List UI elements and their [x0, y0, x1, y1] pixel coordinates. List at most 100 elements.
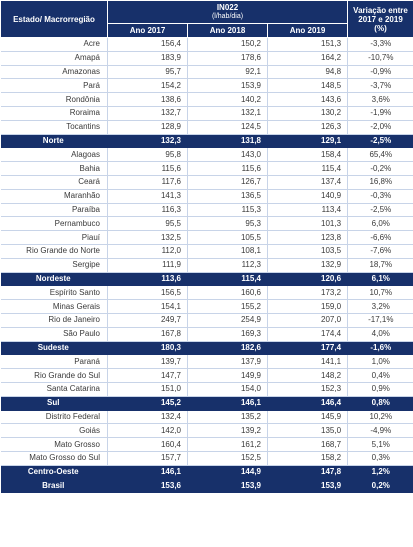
state-name-cell: Sergipe: [0, 258, 108, 273]
value-2017-cell: 157,7: [107, 451, 188, 466]
table-row: Amapá 183,9 178,6 164,2 -10,7%: [0, 51, 413, 66]
value-2017-cell: 180,3: [107, 341, 188, 356]
value-2019-cell: 173,2: [266, 285, 348, 301]
state-name-cell: Norte: [0, 134, 108, 149]
state-name-cell: Mato Grosso do Sul: [0, 451, 108, 466]
variation-cell: -2,5%: [347, 203, 413, 218]
value-2018-cell: 169,3: [187, 327, 268, 342]
table-row: Amazonas 95,7 92,1 94,8 -0,9%: [0, 65, 413, 80]
state-name-cell: Piauí: [0, 230, 108, 245]
value-2018-cell: 112,3: [187, 258, 268, 273]
table-row: Pará 154,2 153,9 148,5 -3,7%: [0, 78, 413, 94]
value-2017-cell: 156,4: [107, 37, 188, 52]
region-total-row: Sul 145,2 146,1 146,4 0,8%: [0, 396, 413, 411]
table-row: Goiás 142,0 139,2 135,0 -4,9%: [0, 423, 413, 439]
value-2019-cell: 120,6: [266, 272, 348, 287]
state-name-cell: Rondônia: [0, 92, 108, 107]
table-row: Minas Gerais 154,1 155,2 159,0 3,2%: [0, 299, 413, 314]
state-name-cell: Amapá: [0, 51, 108, 66]
value-2017-cell: 151,0: [107, 382, 188, 397]
value-2017-cell: 138,6: [107, 92, 188, 107]
state-name-cell: Amazonas: [0, 65, 108, 80]
value-2018-cell: 140,2: [187, 92, 268, 107]
variation-cell: 0,3%: [347, 451, 413, 466]
value-2017-cell: 154,1: [107, 299, 188, 314]
consumption-table: Estado/ Macrorregião IN022 (l/hab/dia) V…: [0, 0, 413, 494]
table-row: Rio Grande do Norte 112,0 108,1 103,5 -7,6%: [0, 244, 413, 259]
value-2019-cell: 159,0: [266, 299, 348, 314]
value-2018-cell: 153,9: [187, 78, 268, 94]
value-2019-cell: 132,9: [266, 258, 348, 273]
state-name-cell: Rio de Janeiro: [0, 313, 108, 328]
state-name-cell: Nordeste: [0, 272, 108, 287]
value-2018-cell: 136,5: [187, 189, 268, 204]
variation-cell: 0,2%: [347, 479, 413, 494]
region-total-row: Norte 132,3 131,8 129,1 -2,5%: [0, 134, 413, 149]
value-2018-cell: 143,0: [187, 147, 268, 163]
table-row: Bahia 115,6 115,6 115,4 -0,2%: [0, 161, 413, 176]
state-name-cell: Sul: [0, 396, 108, 411]
value-2019-cell: 148,5: [266, 78, 348, 94]
variation-cell: 10,7%: [347, 285, 413, 301]
table-row: Distrito Federal 132,4 135,2 145,9 10,2%: [0, 410, 413, 425]
state-name-cell: Rio Grande do Norte: [0, 244, 108, 259]
value-2017-cell: 141,3: [107, 189, 188, 204]
table-row: Rio de Janeiro 249,7 254,9 207,0 -17,1%: [0, 313, 413, 328]
indicator-unit: (l/hab/dia): [211, 13, 244, 20]
value-2018-cell: 92,1: [187, 65, 268, 80]
state-name-cell: Paraná: [0, 354, 108, 370]
value-2019-cell: 147,8: [266, 465, 348, 480]
value-2018-cell: 115,6: [187, 161, 268, 176]
value-2019-cell: 137,4: [266, 175, 348, 190]
value-2017-cell: 117,6: [107, 175, 188, 190]
variation-cell: -10,7%: [347, 51, 413, 66]
value-2019-cell: 143,6: [266, 92, 348, 107]
value-2019-cell: 153,9: [266, 479, 348, 494]
variation-cell: 1,0%: [347, 354, 413, 370]
value-2019-cell: 148,2: [266, 368, 348, 383]
value-2017-cell: 132,4: [107, 410, 188, 425]
value-2019-cell: 207,0: [266, 313, 348, 328]
value-2018-cell: 182,6: [187, 341, 268, 356]
year-2018-header: Ano 2018: [187, 23, 268, 38]
variation-cell: 3,6%: [347, 92, 413, 107]
value-2018-cell: 95,3: [187, 216, 268, 232]
value-2018-cell: 152,5: [187, 451, 268, 466]
value-2018-cell: 105,5: [187, 230, 268, 245]
value-2019-cell: 101,3: [266, 216, 348, 232]
variation-cell: 5,1%: [347, 437, 413, 452]
state-name-cell: Brasil: [0, 479, 108, 494]
variation-cell: -2,5%: [347, 134, 413, 149]
table-row: Roraima 132,7 132,1 130,2 -1,9%: [0, 106, 413, 121]
state-name-cell: Rio Grande do Sul: [0, 368, 108, 383]
value-2017-cell: 147,7: [107, 368, 188, 383]
variation-cell: 65,4%: [347, 147, 413, 163]
value-2017-cell: 153,6: [107, 479, 188, 494]
value-2019-cell: 146,4: [266, 396, 348, 411]
variation-cell: 16,8%: [347, 175, 413, 190]
state-column-header: Estado/ Macrorregião: [0, 0, 108, 38]
value-2018-cell: 149,9: [187, 368, 268, 383]
variation-cell: -0,9%: [347, 65, 413, 80]
value-2019-cell: 115,4: [266, 161, 348, 176]
table-header: Estado/ Macrorregião IN022 (l/hab/dia) V…: [0, 0, 413, 38]
table-row: Espírito Santo 156,5 160,6 173,2 10,7%: [0, 285, 413, 301]
value-2019-cell: 123,8: [266, 230, 348, 245]
value-2018-cell: 161,2: [187, 437, 268, 452]
state-name-cell: Paraíba: [0, 203, 108, 218]
table-row: Tocantins 128,9 124,5 126,3 -2,0%: [0, 120, 413, 135]
variation-cell: -3,7%: [347, 78, 413, 94]
table-row: Ceará 117,6 126,7 137,4 16,8%: [0, 175, 413, 190]
state-name-cell: Distrito Federal: [0, 410, 108, 425]
table-row: Piauí 132,5 105,5 123,8 -6,6%: [0, 230, 413, 245]
variation-cell: 6,1%: [347, 272, 413, 287]
value-2019-cell: 113,4: [266, 203, 348, 218]
value-2017-cell: 154,2: [107, 78, 188, 94]
state-name-cell: Acre: [0, 37, 108, 52]
value-2018-cell: 178,6: [187, 51, 268, 66]
state-name-cell: Ceará: [0, 175, 108, 190]
table-body: Acre 156,4 150,2 151,3 -3,3% Amapá 183,9 178,6 1…: [0, 37, 413, 494]
value-2019-cell: 140,9: [266, 189, 348, 204]
table-row: Maranhão 141,3 136,5 140,9 -0,3%: [0, 189, 413, 204]
table-row: Rio Grande do Sul 147,7 149,9 148,2 0,4%: [0, 368, 413, 383]
